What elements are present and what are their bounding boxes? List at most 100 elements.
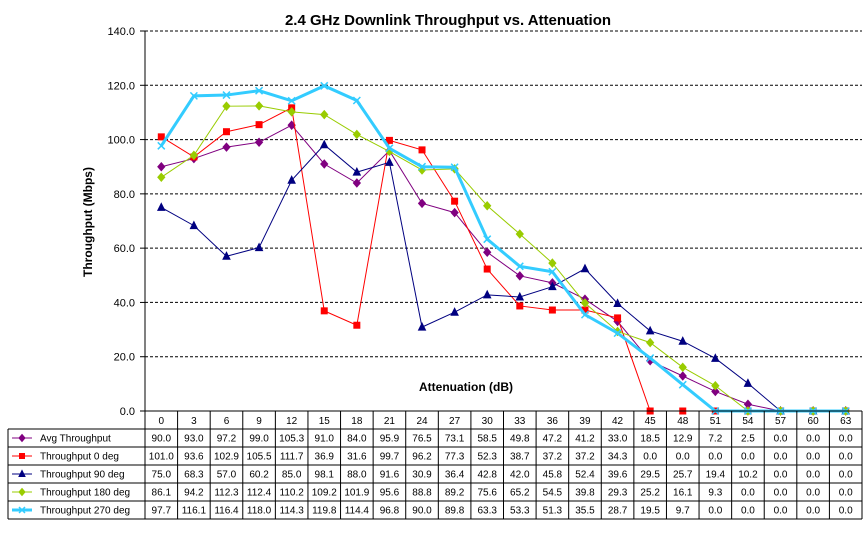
data-point <box>189 220 199 230</box>
x-tick-label: 18 <box>351 416 363 427</box>
table-cell: 90.0 <box>412 506 432 517</box>
table-cell: 96.8 <box>380 506 400 517</box>
data-point <box>483 265 491 273</box>
table-cell: 0.0 <box>774 452 788 463</box>
table-cell: 0.0 <box>774 434 788 445</box>
data-point <box>157 141 166 150</box>
legend-key-marker <box>18 433 26 443</box>
legend-key-marker <box>18 487 26 497</box>
table-cell: 31.6 <box>347 452 367 463</box>
table-cell: 37.2 <box>575 452 595 463</box>
marker-stroke <box>613 329 622 338</box>
plot-area: 0.0 20.0 40.0 60.0 80.0 100.0 120.0 140.0 <box>107 26 862 418</box>
data-point <box>319 139 329 149</box>
data-point <box>287 96 296 105</box>
table-cell: 19.5 <box>640 506 660 517</box>
legend-label: Avg Throughput <box>40 434 111 445</box>
marker-stroke <box>646 354 655 363</box>
data-point <box>516 302 524 310</box>
data-point <box>613 298 622 308</box>
data-point <box>483 235 492 244</box>
data-point <box>515 262 524 271</box>
data-point <box>156 202 166 211</box>
table-cell: 38.7 <box>510 452 530 463</box>
data-point <box>352 178 362 188</box>
table-cell: 105.3 <box>279 434 304 445</box>
table-cell: 42.8 <box>477 470 497 481</box>
marker-stroke <box>450 163 459 172</box>
table-cell: 41.2 <box>575 434 595 445</box>
table-cell: 112.4 <box>247 488 272 499</box>
x-tick-label: 42 <box>612 416 624 427</box>
data-point <box>254 242 264 252</box>
data-point <box>548 281 557 291</box>
series-1 <box>157 104 850 415</box>
data-point <box>678 371 687 381</box>
table-cell: 116.4 <box>214 506 239 517</box>
table-cell: 0.0 <box>708 506 722 517</box>
data-point <box>711 386 720 397</box>
data-point <box>320 307 328 315</box>
data-point <box>743 378 753 387</box>
table-cell: 52.3 <box>477 452 497 463</box>
data-point <box>222 128 230 136</box>
table-cell: 39.6 <box>608 470 628 481</box>
table-cell: 45.8 <box>543 470 563 481</box>
legend-label: Throughput 180 deg <box>40 488 130 499</box>
x-tick-label: 3 <box>191 416 197 427</box>
marker-stroke <box>417 162 427 171</box>
data-point <box>254 101 264 111</box>
table-cell: 88.8 <box>412 488 432 499</box>
table-cell: 7.2 <box>708 434 722 445</box>
table-cell: 88.0 <box>347 470 367 481</box>
marker-stroke <box>287 96 296 105</box>
table-cell: 36.4 <box>445 470 465 481</box>
chart-title: 2.4 GHz Downlink Throughput vs. Attenuat… <box>285 12 611 29</box>
legend-label: Throughput 90 deg <box>40 470 125 481</box>
marker-stroke <box>678 380 687 389</box>
series-line <box>160 84 846 413</box>
data-point <box>646 354 655 363</box>
table-cell: 25.7 <box>673 470 693 481</box>
table-cell: 53.3 <box>510 506 530 517</box>
data-point <box>645 325 655 335</box>
data-point <box>157 161 166 172</box>
table-cell: 0.0 <box>839 470 853 481</box>
table-cell: 12.9 <box>673 434 693 445</box>
x-tick-label: 51 <box>710 416 722 427</box>
y-axis-title: Throughput (Mbps) <box>81 167 95 277</box>
data-point <box>451 197 459 205</box>
table-cell: 37.2 <box>543 452 563 463</box>
table-cell: 19.4 <box>706 470 726 481</box>
data-point <box>352 167 362 176</box>
data-point <box>645 337 655 348</box>
table-cell: 96.2 <box>412 452 432 463</box>
data-point <box>678 362 687 373</box>
table-cell: 98.1 <box>315 470 335 481</box>
data-point <box>222 101 231 111</box>
x-tick-label: 15 <box>319 416 331 427</box>
table-cell: 0.0 <box>774 488 788 499</box>
data-point <box>157 172 166 183</box>
data-point <box>580 263 590 273</box>
y-tick-label: 140.0 <box>107 26 135 38</box>
table-cell: 91.6 <box>380 470 400 481</box>
marker-stroke <box>515 262 524 271</box>
data-point <box>255 121 263 129</box>
y-tick-label: 120.0 <box>107 80 135 92</box>
table-cell: 0.0 <box>839 452 853 463</box>
data-point <box>385 136 393 144</box>
marker-stroke <box>548 267 557 276</box>
table-cell: 16.1 <box>673 488 693 499</box>
data-point <box>418 146 426 154</box>
table-cell: 47.2 <box>543 434 563 445</box>
table-cell: 90.0 <box>152 434 172 445</box>
x-tick-label: 60 <box>808 416 820 427</box>
x-tick-label: 48 <box>677 416 689 427</box>
table-cell: 89.2 <box>445 488 465 499</box>
data-point <box>482 289 492 299</box>
table-cell: 68.3 <box>184 470 204 481</box>
y-tick-label: 40.0 <box>114 297 135 309</box>
data-point <box>515 271 524 281</box>
